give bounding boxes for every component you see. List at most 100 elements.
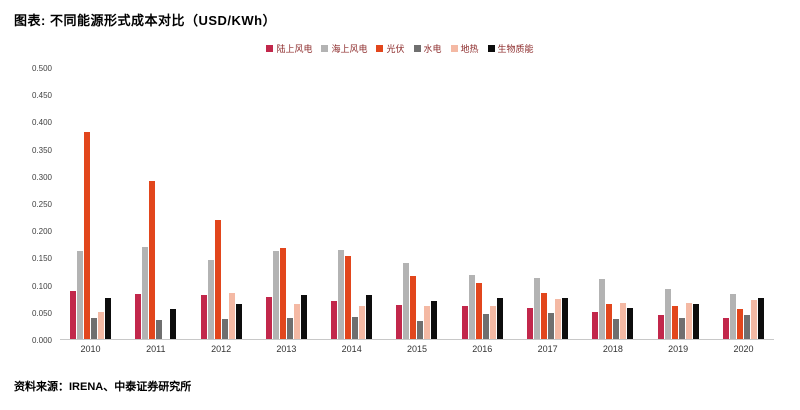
bar-group-2018: 2018 bbox=[592, 68, 634, 354]
bar-光伏-2018 bbox=[606, 304, 613, 339]
bar-水电-2018 bbox=[613, 319, 620, 339]
bar-光伏-2015 bbox=[410, 276, 417, 339]
bar-陆上风电-2012 bbox=[200, 295, 207, 339]
x-axis-label: 2013 bbox=[276, 344, 297, 354]
legend-item-陆上风电: 陆上风电 bbox=[266, 42, 312, 55]
bar-陆上风电-2019 bbox=[657, 315, 664, 339]
bar-生物质能-2010 bbox=[105, 298, 111, 339]
bar-海上风电-2019 bbox=[664, 289, 671, 339]
bar-生物质能-2019 bbox=[692, 304, 699, 339]
bar-地热-2018 bbox=[620, 303, 627, 339]
bar-地热-2012 bbox=[228, 293, 235, 339]
legend-swatch-icon bbox=[376, 45, 384, 52]
page-title: 图表: 不同能源形式成本对比（USD/KWh） bbox=[14, 13, 277, 28]
bar-光伏-2013 bbox=[279, 248, 286, 339]
bar-陆上风电-2018 bbox=[592, 312, 599, 339]
bar-水电-2011 bbox=[156, 320, 163, 339]
bar-group-2020: 2020 bbox=[722, 68, 764, 354]
y-axis-label: 0.250 bbox=[31, 200, 52, 209]
bar-陆上风电-2014 bbox=[331, 301, 338, 339]
legend-swatch-icon bbox=[266, 45, 274, 52]
bar-陆上风电-2017 bbox=[527, 308, 534, 339]
bar-光伏-2017 bbox=[541, 293, 548, 339]
bar-陆上风电-2016 bbox=[461, 306, 468, 339]
bar-地热-2015 bbox=[424, 306, 431, 339]
y-axis-label: 0.450 bbox=[31, 91, 52, 101]
x-axis-label: 2012 bbox=[211, 344, 232, 354]
legend-item-生物质能: 生物质能 bbox=[487, 42, 534, 55]
bar-水电-2012 bbox=[221, 319, 228, 339]
legend-item-光伏: 光伏 bbox=[376, 42, 405, 55]
bar-光伏-2011 bbox=[149, 181, 156, 339]
bar-水电-2019 bbox=[678, 318, 685, 339]
bar-海上风电-2012 bbox=[207, 260, 214, 339]
bar-生物质能-2016 bbox=[496, 298, 503, 339]
bar-地热-2014 bbox=[359, 306, 366, 339]
legend-swatch-icon bbox=[450, 45, 458, 52]
bar-group-2019: 2019 bbox=[657, 68, 699, 354]
y-axis-label: 0.400 bbox=[31, 118, 52, 128]
bar-group-2011: 2011 bbox=[135, 68, 177, 354]
bar-陆上风电-2011 bbox=[135, 294, 142, 339]
x-axis-label: 2016 bbox=[472, 344, 493, 354]
legend-swatch-icon bbox=[487, 45, 495, 52]
bar-生物质能-2013 bbox=[300, 295, 307, 339]
y-axis-label: 0.100 bbox=[31, 281, 52, 291]
x-axis-label: 2017 bbox=[537, 344, 558, 354]
bar-水电-2013 bbox=[286, 318, 293, 339]
legend-item-海上风电: 海上风电 bbox=[321, 42, 367, 55]
bar-地热-2016 bbox=[489, 306, 496, 339]
legend-label: 海上风电 bbox=[331, 44, 368, 54]
bar-海上风电-2011 bbox=[142, 247, 149, 339]
legend: 陆上风电 海上风电 光伏 水电 地热 生物质能 bbox=[0, 42, 800, 55]
bar-光伏-2020 bbox=[736, 309, 743, 339]
y-axis-label: 0.200 bbox=[31, 227, 52, 237]
bar-陆上风电-2020 bbox=[722, 318, 729, 339]
legend-item-地热: 地热 bbox=[450, 42, 479, 55]
bar-group-2010: 2010 bbox=[70, 68, 111, 354]
legend-label: 光伏 bbox=[386, 44, 405, 54]
source-note: 资料来源：IRENA、中泰证券研究所 bbox=[14, 381, 192, 393]
bar-水电-2015 bbox=[417, 321, 424, 339]
bar-地热-2013 bbox=[293, 304, 300, 339]
bar-光伏-2019 bbox=[671, 306, 678, 339]
bar-生物质能-2017 bbox=[562, 298, 569, 339]
bar-光伏-2016 bbox=[475, 283, 482, 339]
plot-area: 2010 2011 2012 2013 2014 2015 2016 2017 2018 2019… bbox=[60, 68, 774, 354]
bar-group-2017: 2017 bbox=[527, 68, 569, 354]
x-axis-label: 2019 bbox=[668, 344, 689, 354]
bar-地热-2017 bbox=[555, 299, 562, 339]
bar-group-2013: 2013 bbox=[265, 68, 307, 354]
bar-生物质能-2014 bbox=[366, 295, 373, 339]
bar-海上风电-2015 bbox=[403, 263, 410, 339]
y-axis-label: 0.000 bbox=[31, 336, 52, 345]
bar-海上风电-2016 bbox=[468, 275, 475, 339]
x-axis-label: 2020 bbox=[733, 344, 754, 354]
legend-label: 生物质能 bbox=[497, 44, 534, 54]
bar-生物质能-2012 bbox=[235, 304, 242, 339]
bar-group-2014: 2014 bbox=[331, 68, 373, 354]
bar-海上风电-2014 bbox=[338, 250, 345, 339]
bar-group-2016: 2016 bbox=[461, 68, 503, 354]
bar-生物质能-2011 bbox=[170, 309, 177, 339]
bar-陆上风电-2010 bbox=[70, 291, 76, 339]
bar-水电-2014 bbox=[352, 317, 359, 339]
x-axis-label: 2011 bbox=[146, 344, 166, 354]
bar-海上风电-2017 bbox=[534, 278, 541, 339]
bar-地热-2019 bbox=[685, 303, 692, 339]
bar-地热-2020 bbox=[750, 300, 757, 339]
y-axis-label: 0.500 bbox=[31, 64, 52, 73]
x-axis-label: 2015 bbox=[406, 344, 427, 354]
bar-水电-2020 bbox=[743, 315, 750, 339]
bar-生物质能-2020 bbox=[757, 298, 764, 339]
bar-海上风电-2010 bbox=[77, 251, 83, 339]
bar-光伏-2010 bbox=[84, 132, 90, 339]
legend-label: 水电 bbox=[423, 44, 442, 54]
x-axis-label: 2018 bbox=[602, 344, 623, 354]
bar-海上风电-2018 bbox=[599, 279, 606, 339]
legend-item-水电: 水电 bbox=[413, 42, 442, 55]
legend-label: 地热 bbox=[460, 44, 479, 54]
bar-光伏-2012 bbox=[214, 220, 221, 339]
bar-陆上风电-2013 bbox=[265, 297, 272, 339]
